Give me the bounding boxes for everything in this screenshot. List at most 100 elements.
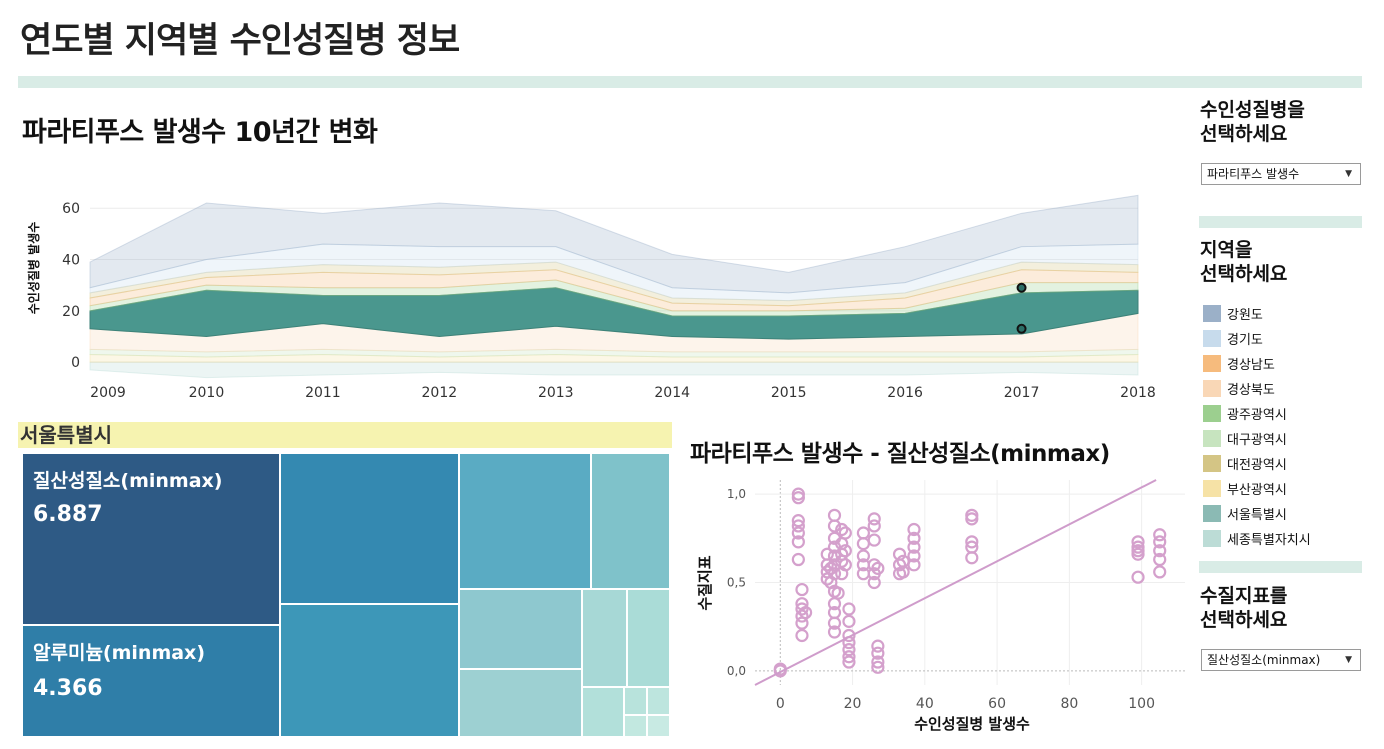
area-chart[interactable]: 0 20 40 60 2009 2010 2011 2012 2013 2014 2015 2016… [18,150,1178,405]
scatter-point[interactable] [965,551,979,565]
highlight-point[interactable] [1016,323,1027,334]
scatter-point[interactable] [867,558,881,572]
highlight-point[interactable] [1016,282,1027,293]
area-series-1[interactable] [89,353,1139,363]
scatter-point[interactable] [798,605,813,620]
scatter-point[interactable] [827,567,842,581]
treemap-cell[interactable] [624,687,647,715]
treemap-cell[interactable] [459,453,591,589]
scatter-point[interactable] [795,616,809,630]
scatter-points[interactable] [773,487,1167,678]
scatter-point[interactable] [907,540,921,554]
scatter-point[interactable] [896,565,910,579]
legend-item[interactable]: 세종특별자치시 [1203,530,1311,550]
legend-item[interactable]: 경상북도 [1203,380,1275,400]
scatter-point[interactable] [871,646,885,660]
legend-item[interactable]: 대전광역시 [1203,455,1287,475]
area-series-5[interactable] [89,279,1139,317]
scatter-point[interactable] [831,586,845,600]
scatter-point[interactable] [1131,547,1145,561]
treemap-cell[interactable] [582,687,624,737]
treemap-cell[interactable] [647,687,670,715]
area-series-2[interactable] [89,348,1139,358]
scatter-point[interactable] [827,508,842,522]
scatter-point[interactable] [791,514,805,528]
treemap-cell[interactable] [647,715,670,737]
scatter-point[interactable] [1153,544,1167,558]
scatter-point[interactable] [791,552,805,567]
scatter-point[interactable] [827,519,842,533]
legend-item[interactable]: 경기도 [1203,330,1263,350]
treemap-cell[interactable] [591,453,670,589]
scatter-point[interactable] [795,582,809,597]
scatter-point[interactable] [842,650,856,664]
scatter-point[interactable] [842,628,856,643]
scatter-point[interactable] [867,533,881,547]
scatter-point[interactable] [1131,570,1145,584]
scatter-point[interactable] [842,602,856,616]
legend-item[interactable]: 강원도 [1203,305,1263,325]
area-series-0[interactable] [89,361,1139,379]
scatter-point[interactable] [907,531,921,545]
scatter-point[interactable] [1153,528,1167,542]
scatter-point[interactable] [892,558,907,572]
scatter-point[interactable] [1153,552,1167,567]
treemap-cell[interactable] [459,589,582,669]
scatter-point[interactable] [827,625,842,639]
scatter-point[interactable] [842,643,856,657]
treemap-cell-aluminium[interactable]: 알루미늄(minmax) 4.366 [22,625,280,737]
scatter-point[interactable] [838,526,852,540]
disease-dropdown[interactable]: 파라티푸스 발생수 ▼ [1201,163,1361,185]
scatter-point[interactable] [791,519,805,533]
scatter-point[interactable] [1131,535,1145,549]
scatter-point[interactable] [856,537,871,551]
treemap-cell[interactable] [459,669,582,737]
treemap-cell[interactable] [280,604,459,737]
scatter-point[interactable] [856,549,871,563]
indicator-dropdown[interactable]: 질산성질소(minmax) ▼ [1201,649,1361,671]
scatter-point[interactable] [842,614,856,628]
scatter-point[interactable] [871,561,885,575]
scatter-point[interactable] [867,575,881,590]
scatter-point[interactable] [1153,565,1167,579]
scatter-point[interactable] [1153,535,1167,549]
scatter-point[interactable] [835,522,849,537]
scatter-point[interactable] [842,655,856,669]
area-series-7[interactable] [89,261,1139,307]
scatter-point[interactable] [871,655,885,669]
scatter-point[interactable] [907,558,921,572]
treemap-cell[interactable] [624,715,647,737]
scatter-point[interactable] [791,526,805,540]
scatter-point[interactable] [791,491,805,505]
scatter-point[interactable] [867,519,881,533]
area-chart-layers[interactable] [89,194,1139,379]
scatter-point[interactable] [838,558,852,572]
legend-item[interactable]: 경상남도 [1203,355,1275,375]
area-series-4[interactable] [89,287,1139,340]
scatter-point[interactable] [795,628,809,643]
legend-item[interactable]: 서울특별시 [1203,505,1287,525]
area-series-9[interactable] [89,194,1139,294]
scatter-point[interactable] [871,639,885,653]
treemap-cell[interactable] [627,589,670,687]
scatter-point[interactable] [907,549,921,563]
scatter-point[interactable] [795,602,809,616]
area-chart-highlight-points[interactable] [1016,282,1027,334]
scatter-point[interactable] [795,609,809,623]
scatter-point[interactable] [838,544,852,558]
scatter-point[interactable] [871,660,885,674]
treemap-cell[interactable] [582,589,627,687]
scatter-point[interactable] [827,616,842,630]
indicator-treemap[interactable]: 질산성질소(minmax) 6.887 알루미늄(minmax) 4.366 [22,453,670,737]
scatter-point[interactable] [856,526,871,540]
treemap-cell-nitrate[interactable]: 질산성질소(minmax) 6.887 [22,453,280,625]
scatter-point[interactable] [907,522,921,537]
scatter-chart[interactable]: 0 20 40 60 80 100 0,0 0,5 1,0 수인성질병 발생수 수질지표 [690,470,1185,745]
legend-item[interactable]: 대구광역시 [1203,430,1287,450]
legend-item[interactable]: 광주광역시 [1203,405,1287,425]
scatter-point[interactable] [965,512,979,526]
area-series-6[interactable] [89,269,1139,312]
legend-item[interactable]: 부산광역시 [1203,480,1287,500]
scatter-point[interactable] [820,558,834,572]
scatter-point[interactable] [867,512,881,526]
